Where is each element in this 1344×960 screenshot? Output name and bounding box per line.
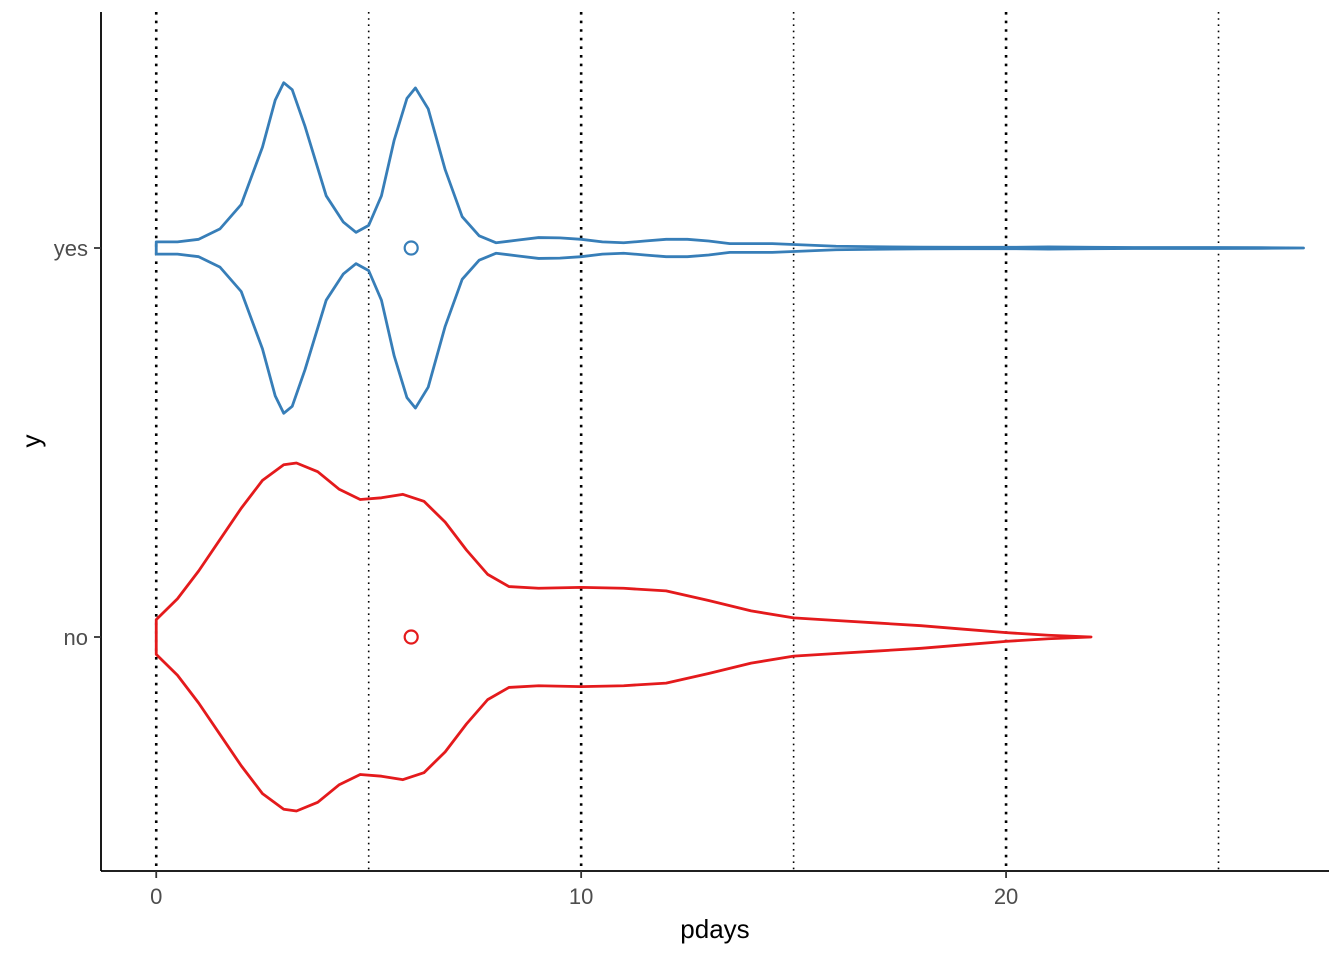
y-tick-label-no: no <box>64 625 88 650</box>
violins <box>154 81 1305 813</box>
point-no <box>403 629 419 645</box>
x-axis-title: pdays <box>680 914 749 944</box>
x-tick-label-10: 10 <box>569 884 593 909</box>
x-axis-ticks: 0 10 20 <box>150 871 1018 909</box>
x-tick-label-20: 20 <box>994 884 1018 909</box>
y-axis-ticks: no yes <box>54 236 101 650</box>
y-axis-title: y <box>16 435 46 448</box>
reference-lines <box>154 12 1220 871</box>
violin-no <box>154 461 1093 813</box>
violin-yes <box>154 81 1305 415</box>
y-tick-label-yes: yes <box>54 236 88 261</box>
x-tick-label-0: 0 <box>150 884 162 909</box>
point-yes <box>403 240 419 256</box>
